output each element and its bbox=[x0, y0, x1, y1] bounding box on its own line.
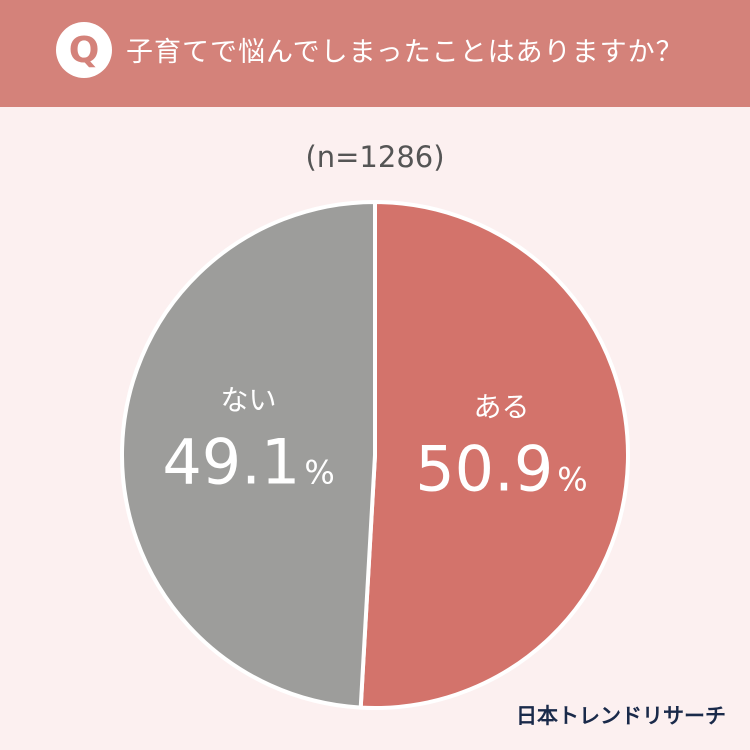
pie-slice-2 bbox=[119, 200, 377, 710]
slice-value-label: 49.1% bbox=[162, 425, 334, 498]
pie-slice-1 bbox=[358, 200, 630, 710]
q-badge-icon: Q bbox=[56, 22, 112, 78]
question-text: 子育てで悩んでしまったことはありますか？ bbox=[126, 37, 684, 68]
question-header: Q 子育てで悩んでしまったことはありますか？ bbox=[0, 0, 750, 107]
slice-category-label: ない bbox=[221, 383, 277, 416]
slice-value-label: 50.9% bbox=[415, 433, 587, 506]
sample-size: (n=1286) bbox=[305, 140, 445, 174]
brand-logo: 日本トレンドリサーチ bbox=[516, 704, 726, 728]
slice-category-label: ある bbox=[473, 391, 529, 424]
